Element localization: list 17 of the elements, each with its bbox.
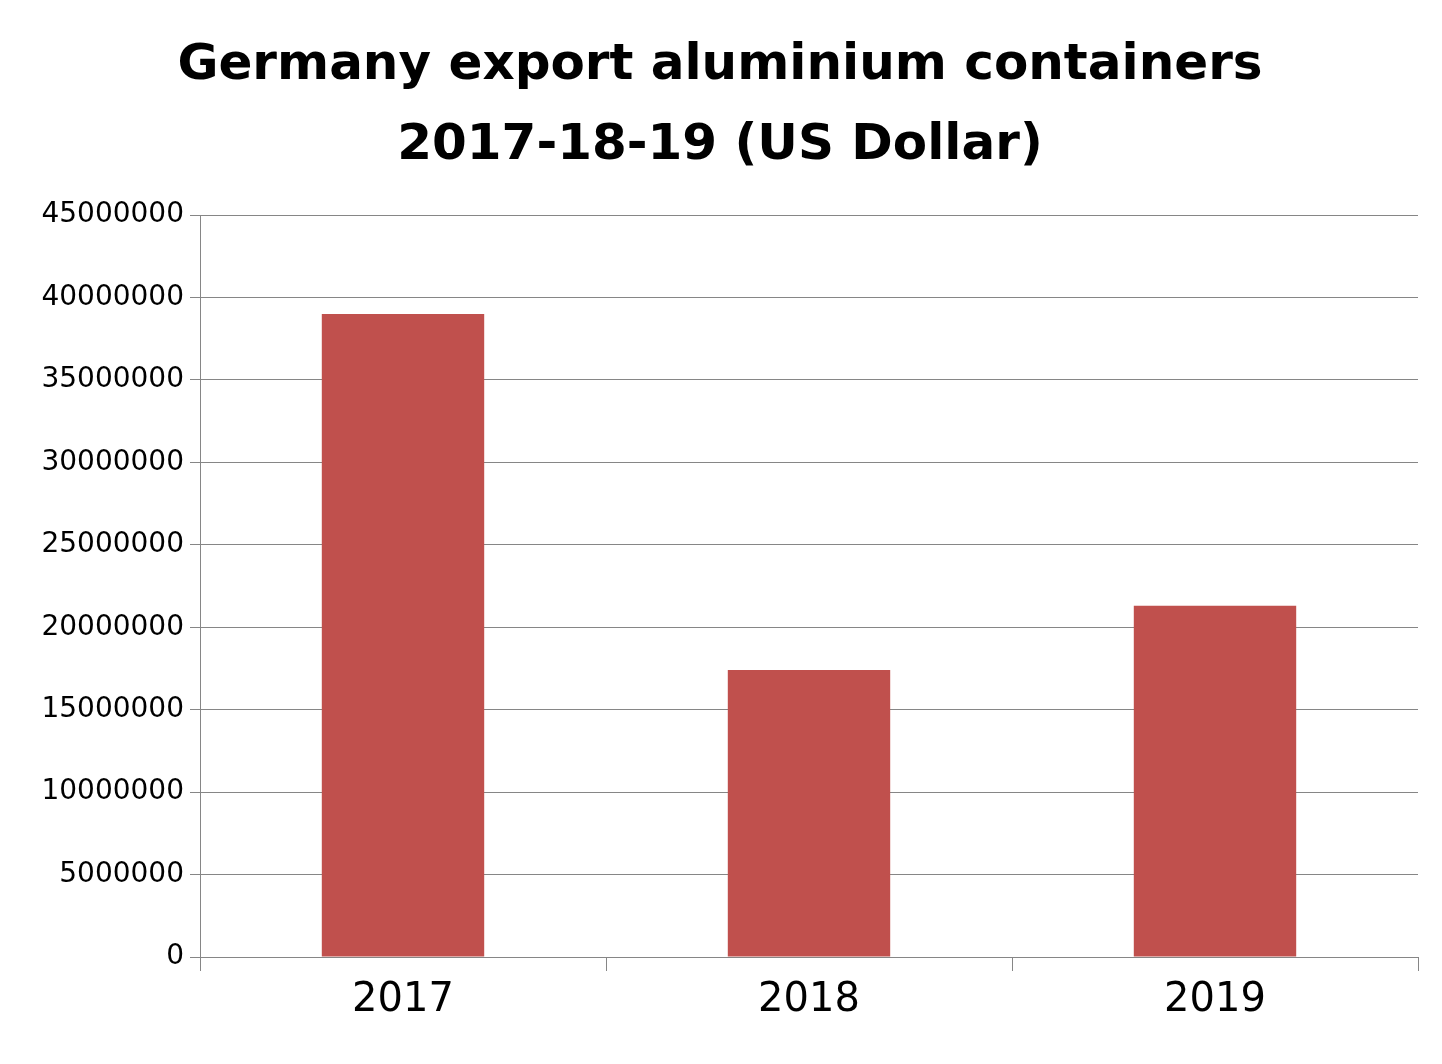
- y-tick-label: 25000000: [41, 526, 184, 560]
- chart-title: Germany export aluminium containers 2017-18-19 (US Dollar): [176, 32, 1264, 173]
- y-tick-label: 10000000: [41, 773, 184, 807]
- y-tick-label: 0: [166, 938, 184, 972]
- y-tick-label: 5000000: [59, 855, 184, 889]
- x-tick-label: 2017: [352, 974, 454, 1021]
- x-tick-label: 2019: [1164, 974, 1266, 1021]
- x-tick-label: 2018: [758, 974, 860, 1021]
- y-tick-label: 15000000: [41, 690, 184, 724]
- y-tick-label: 35000000: [41, 361, 184, 395]
- bar: [321, 313, 485, 957]
- y-tick-label: 20000000: [41, 608, 184, 642]
- y-tick-label: 40000000: [41, 278, 184, 312]
- bar: [727, 670, 891, 957]
- bar: [1133, 605, 1297, 957]
- y-tick-label: 30000000: [41, 443, 184, 477]
- y-tick-label: 45000000: [41, 196, 184, 230]
